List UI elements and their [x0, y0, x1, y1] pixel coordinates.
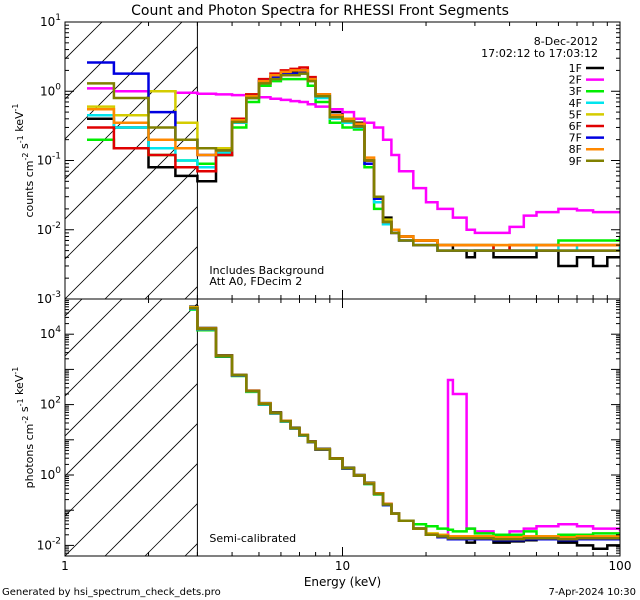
hatch-region: [65, 299, 198, 556]
series-9F: [87, 72, 620, 252]
legend-label: 2F: [569, 74, 582, 87]
x-tick-label: 10: [335, 559, 350, 573]
y-tick-label: 101: [40, 13, 61, 29]
y-tick-label: 10-2: [37, 221, 61, 237]
legend-label: 1F: [569, 62, 582, 75]
chart-title: Count and Photon Spectra for RHESSI Fron…: [131, 3, 509, 19]
date-label: 8-Dec-2012: [534, 35, 598, 48]
legend-label: 8F: [569, 143, 582, 156]
photon-spectrum-panel: 10-2 100 102 104 1 10 100 Energy (keV) photons c…: [11, 298, 632, 589]
footer-generated: Generated by hsi_spectrum_check_dets.pro: [2, 587, 221, 598]
legend-label: 4F: [569, 97, 582, 110]
legend-label: 7F: [569, 132, 582, 145]
count-spectrum-panel: 10-3 10-2 10-1 100 101 counts cm-2 s-1 keV-1 I…: [11, 13, 621, 306]
y-tick-label: 102: [40, 396, 61, 412]
y-tick-label: 100: [40, 82, 61, 98]
annotation: Att A0, FDecim 2: [209, 275, 302, 288]
y-axis-label: counts cm-2 s-1 keV-1: [11, 104, 36, 218]
legend-label: 5F: [569, 108, 582, 121]
time-range-label: 17:02:12 to 17:03:12: [481, 47, 598, 60]
y-tick-label: 10-3: [37, 290, 61, 306]
y-tick-label: 10-1: [37, 152, 61, 168]
y-tick-label: 104: [40, 325, 61, 341]
annotation: Semi-calibrated: [209, 532, 296, 545]
annotation: Includes Background: [209, 264, 324, 277]
y-axis-label: photons cm-2 s-1 keV-1: [11, 367, 36, 489]
y-tick-label: 100: [40, 466, 61, 482]
legend-label: 3F: [569, 85, 582, 98]
series-9F: [189, 306, 620, 541]
legend-label: 6F: [569, 120, 582, 133]
x-tick-label: 1: [61, 559, 69, 573]
y-tick-label: 10-2: [37, 536, 61, 552]
footer-timestamp: 7-Apr-2024 10:30: [549, 587, 636, 598]
x-tick-label: 100: [609, 559, 632, 573]
legend-label: 9F: [569, 155, 582, 168]
x-axis-label: Energy (keV): [304, 575, 381, 589]
